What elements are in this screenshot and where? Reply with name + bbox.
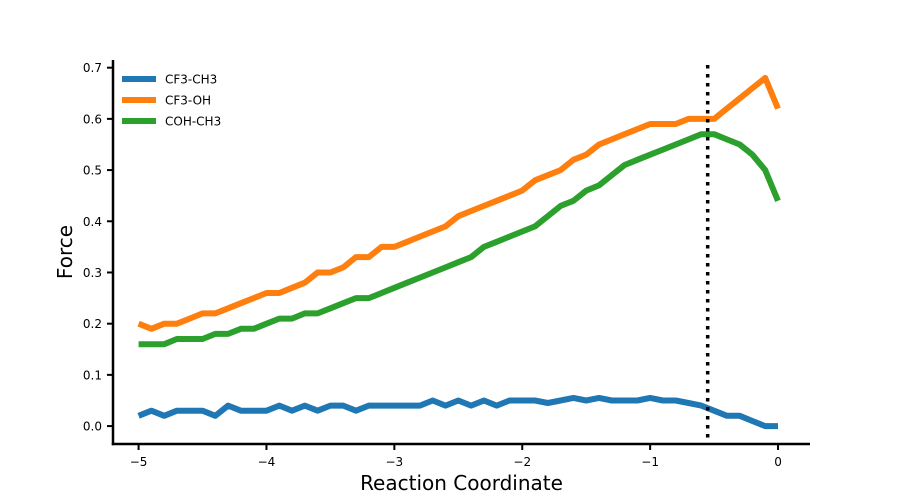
axes (111, 60, 810, 446)
legend-item: COH-CH3 (122, 115, 221, 129)
y-tick-label: 0.3 (83, 266, 102, 280)
legend: CF3-CH3 CF3-OH COH-CH3 (122, 73, 221, 129)
plot-lines (137, 74, 781, 430)
x-tick-label: −1 (641, 455, 659, 469)
x-axis-label: Reaction Coordinate (360, 471, 563, 495)
series-line-cf3-oh (137, 74, 781, 332)
legend-item: CF3-OH (122, 94, 211, 108)
y-tick-label: 0.2 (83, 317, 102, 331)
legend-label: COH-CH3 (165, 115, 221, 129)
y-tick-label: 0.1 (83, 368, 102, 382)
x-tick-label: −2 (513, 455, 531, 469)
legend-label: CF3-OH (165, 94, 211, 108)
y-axis-label: Force (53, 225, 77, 279)
x-tick-label: −5 (130, 455, 148, 469)
y-tick-label: 0.4 (83, 215, 102, 229)
y-tick-label: 0.7 (83, 61, 102, 75)
series-line-coh-ch3 (138, 131, 781, 348)
x-tick-label: 0 (774, 455, 782, 469)
x-axis-ticks: −5 −4 −3 −2 −1 0 (130, 444, 782, 469)
legend-label: CF3-CH3 (165, 73, 217, 87)
x-tick-label: −3 (386, 455, 404, 469)
y-tick-label: 0.0 (83, 420, 102, 434)
legend-item: CF3-CH3 (122, 73, 217, 87)
y-tick-label: 0.5 (83, 164, 102, 178)
series-line-cf3-ch3 (137, 394, 778, 430)
y-axis-ticks: 0.0 0.1 0.2 0.3 0.4 0.5 0.6 0.7 (83, 61, 113, 434)
y-tick-label: 0.6 (83, 112, 102, 126)
x-tick-label: −4 (258, 455, 276, 469)
